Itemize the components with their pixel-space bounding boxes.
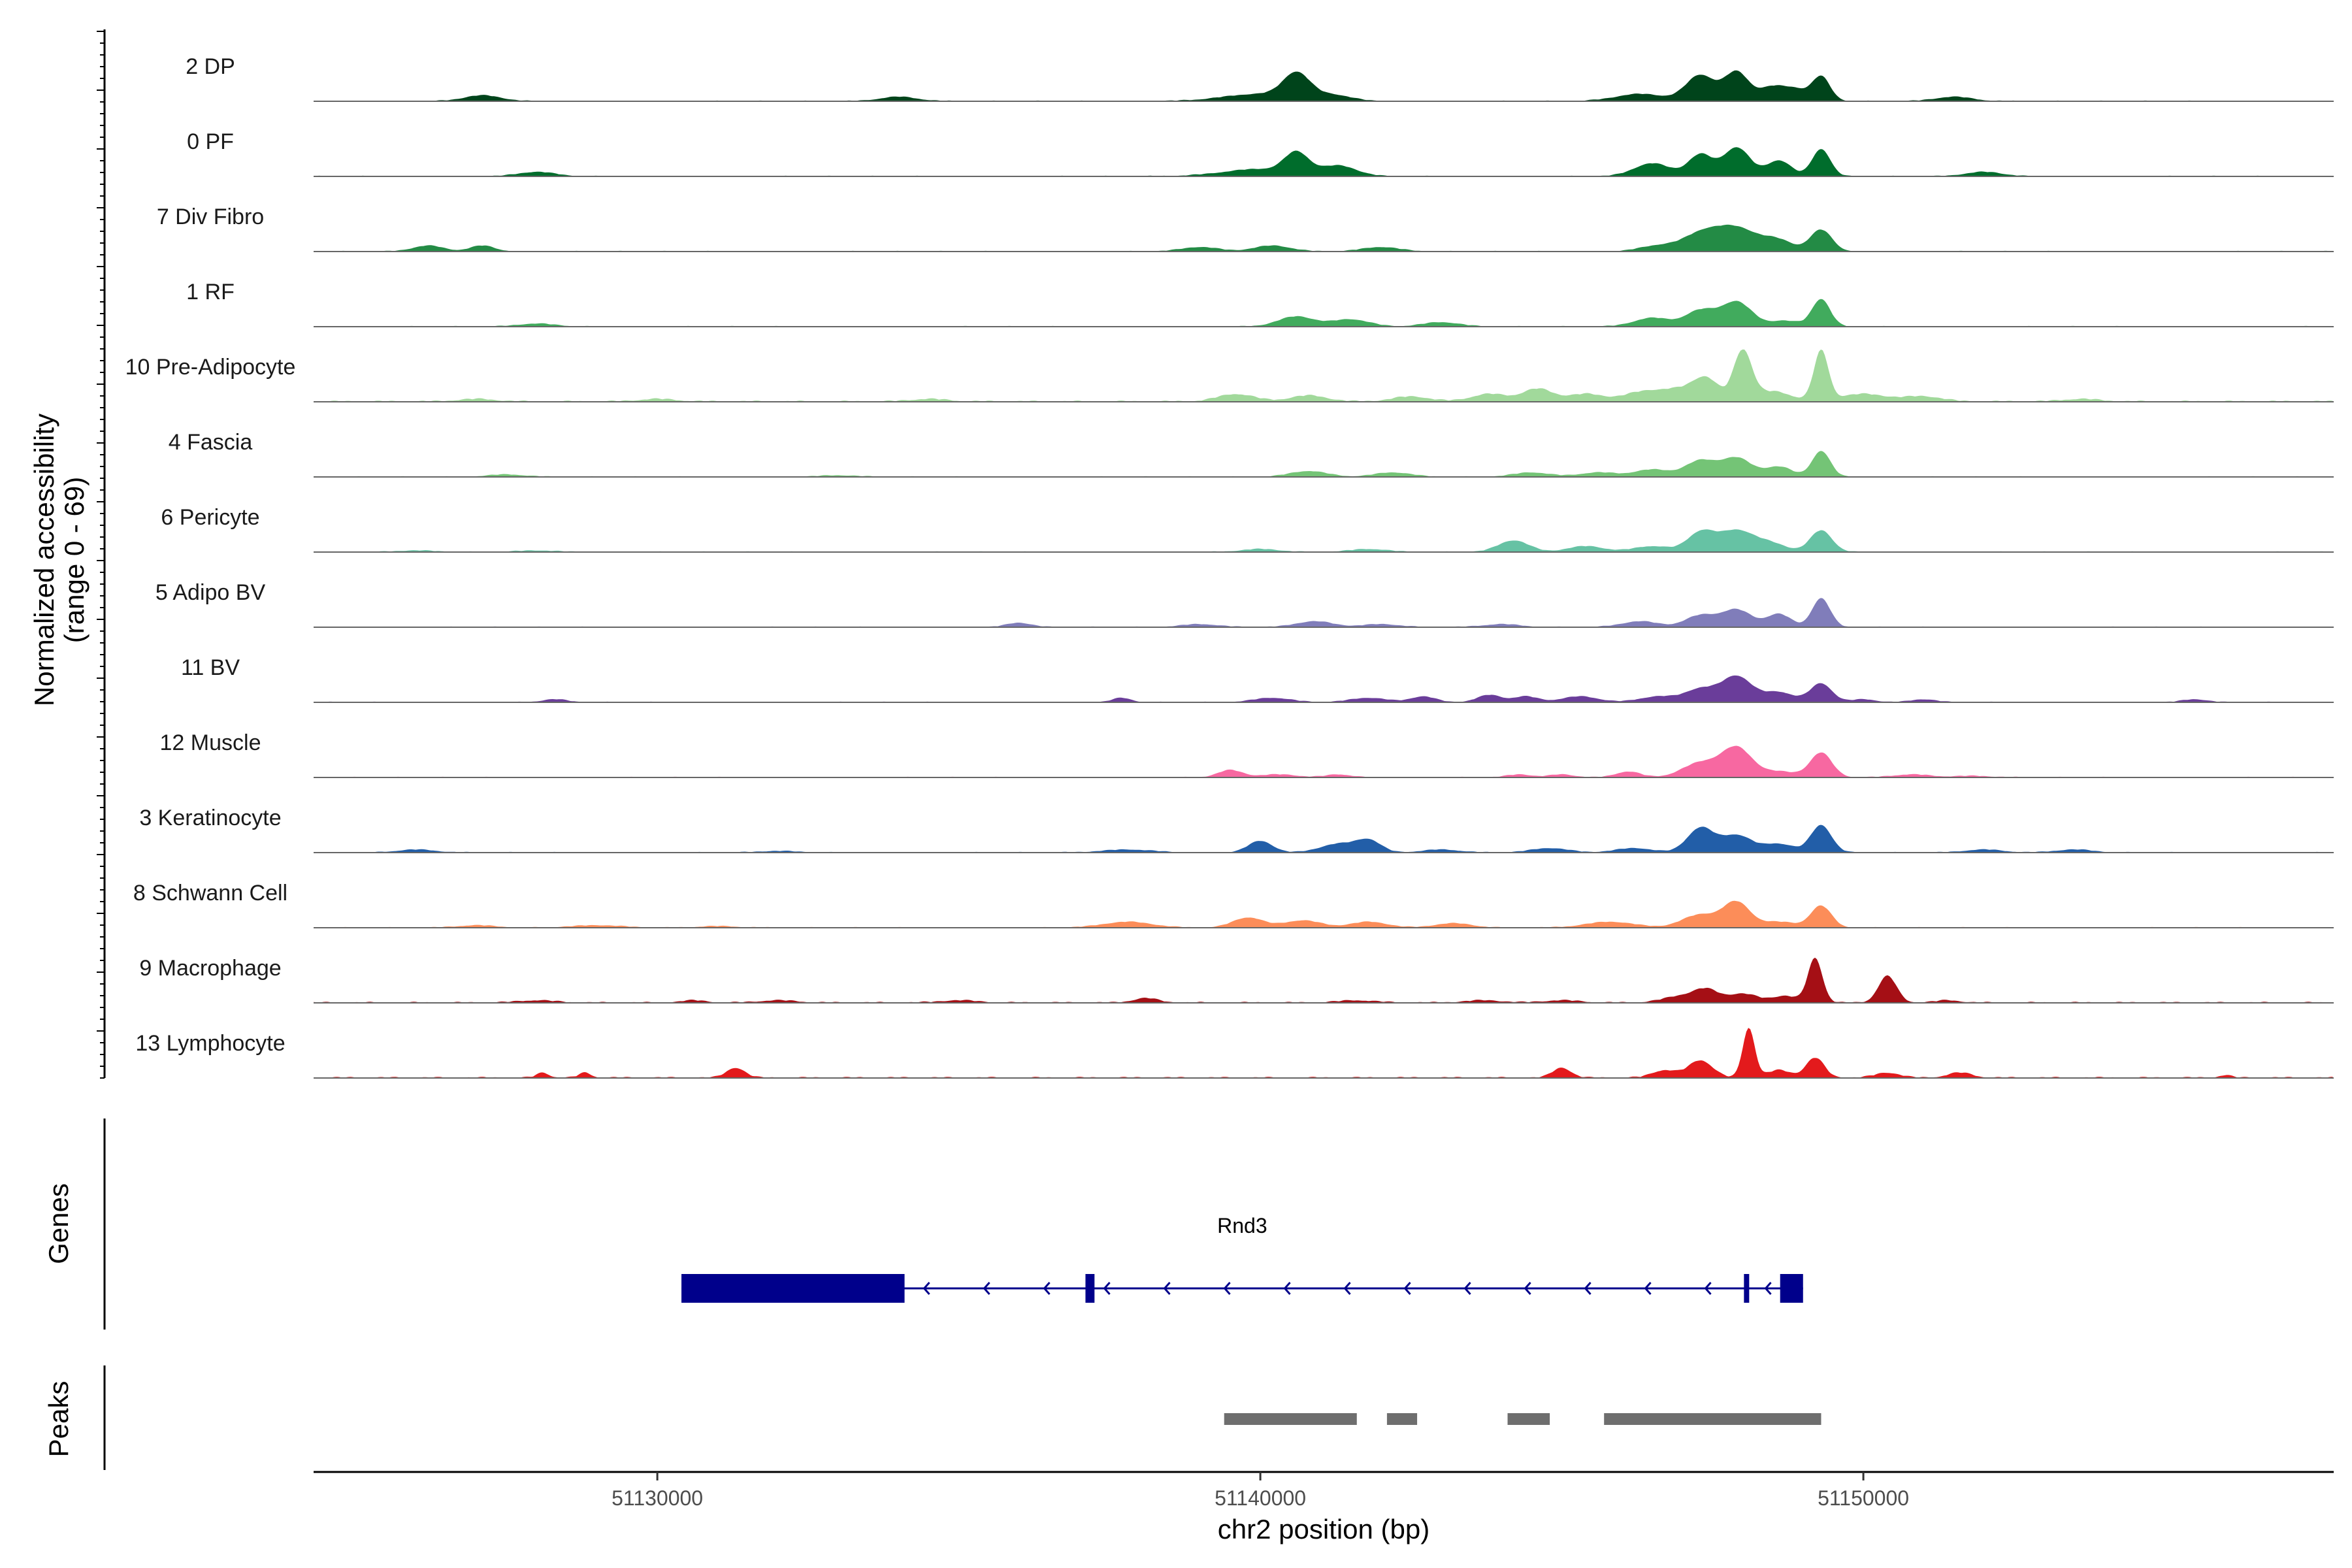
strand-arrow <box>1584 1282 1592 1295</box>
strand-arrow <box>983 1282 990 1295</box>
track-11: 3 Keratinocyte <box>139 806 2334 853</box>
track-4: 1 RF <box>186 280 2334 327</box>
accessibility-area <box>314 147 2334 176</box>
track-label: 12 Muscle <box>160 730 261 755</box>
exon <box>1780 1274 1803 1303</box>
x-axis-ticks: 51130000 51140000 51150000 <box>612 1472 1909 1510</box>
track-12: 8 Schwann Cell <box>133 881 2334 928</box>
accessibility-tracks: 2 DP 0 PF 7 Div Fibro 1 RF 10 Pre-Adipocyte 4… <box>125 54 2334 1079</box>
track-label: 1 RF <box>186 280 235 304</box>
accessibility-area <box>314 299 2334 327</box>
y-axis-title-line1: Normalized accessibility <box>29 414 59 706</box>
strand-arrow <box>1524 1282 1531 1295</box>
strand-arrow <box>1103 1282 1111 1295</box>
track-label: 0 PF <box>187 129 234 154</box>
x-tick-label: 51140000 <box>1215 1486 1306 1510</box>
peak-region <box>1604 1413 1821 1425</box>
accessibility-area <box>314 675 2334 702</box>
y-axis-ticks <box>97 31 105 1079</box>
track-13: 9 Macrophage <box>139 956 2334 1004</box>
strand-arrow <box>1463 1282 1471 1295</box>
peak-track <box>1224 1413 1821 1425</box>
accessibility-area <box>314 70 2334 101</box>
exon <box>681 1274 905 1303</box>
track-1: 2 DP <box>186 54 2334 102</box>
accessibility-area <box>314 224 2334 252</box>
accessibility-area <box>314 1028 2334 1078</box>
peak-region <box>1507 1413 1550 1425</box>
strand-arrow <box>923 1282 930 1295</box>
track-label: 13 Lymphocyte <box>135 1031 285 1056</box>
genes-track-title: Genes <box>43 1183 74 1264</box>
track-label: 6 Pericyte <box>161 505 259 530</box>
strand-arrow <box>1043 1282 1051 1295</box>
strand-arrow <box>1704 1282 1712 1295</box>
strand-arrow <box>1764 1282 1772 1295</box>
strand-arrow <box>1163 1282 1171 1295</box>
gene-track: Rnd3 <box>681 1214 1803 1303</box>
accessibility-area <box>314 350 2334 402</box>
exon <box>1744 1274 1750 1303</box>
y-axis-title-line2: (range 0 - 69) <box>59 477 90 643</box>
peak-region <box>1224 1413 1357 1425</box>
strand-arrow <box>1343 1282 1351 1295</box>
track-9: 11 BV <box>181 655 2334 703</box>
x-axis-title: chr2 position (bp) <box>1218 1514 1430 1544</box>
accessibility-area <box>314 451 2334 477</box>
track-label: 3 Keratinocyte <box>139 806 281 830</box>
x-tick-label: 51130000 <box>612 1486 703 1510</box>
track-3: 7 Div Fibro <box>157 204 2334 252</box>
peak-region <box>1386 1413 1418 1425</box>
accessibility-area <box>314 957 2334 1003</box>
track-2: 0 PF <box>187 129 2334 177</box>
track-6: 4 Fascia <box>169 430 2334 478</box>
accessibility-area <box>314 598 2334 627</box>
exon <box>1085 1274 1095 1303</box>
track-label: 10 Pre-Adipocyte <box>125 355 296 380</box>
track-label: 5 Adipo BV <box>155 580 266 605</box>
track-label: 7 Div Fibro <box>157 204 264 229</box>
track-8: 5 Adipo BV <box>155 580 2334 628</box>
track-label: 11 BV <box>181 655 240 680</box>
strand-arrow <box>1223 1282 1231 1295</box>
gene-model: Rnd3 <box>681 1214 1803 1303</box>
track-label: 8 Schwann Cell <box>133 881 287 906</box>
gene-name: Rnd3 <box>1217 1214 1267 1237</box>
track-5: 10 Pre-Adipocyte <box>125 350 2334 402</box>
track-label: 2 DP <box>186 54 235 79</box>
accessibility-area <box>314 900 2334 928</box>
track-label: 4 Fascia <box>169 430 253 455</box>
strand-arrow <box>1644 1282 1652 1295</box>
accessibility-area <box>314 529 2334 552</box>
track-14: 13 Lymphocyte <box>135 1028 2334 1079</box>
track-label: 9 Macrophage <box>139 956 281 981</box>
accessibility-area <box>314 825 2334 853</box>
peaks-track-title: Peaks <box>43 1381 74 1458</box>
track-7: 6 Pericyte <box>161 505 2334 553</box>
track-10: 12 Muscle <box>160 730 2334 778</box>
strand-arrow <box>1403 1282 1411 1295</box>
x-tick-label: 51150000 <box>1818 1486 1909 1510</box>
strand-arrow <box>1283 1282 1291 1295</box>
accessibility-area <box>314 745 2334 777</box>
